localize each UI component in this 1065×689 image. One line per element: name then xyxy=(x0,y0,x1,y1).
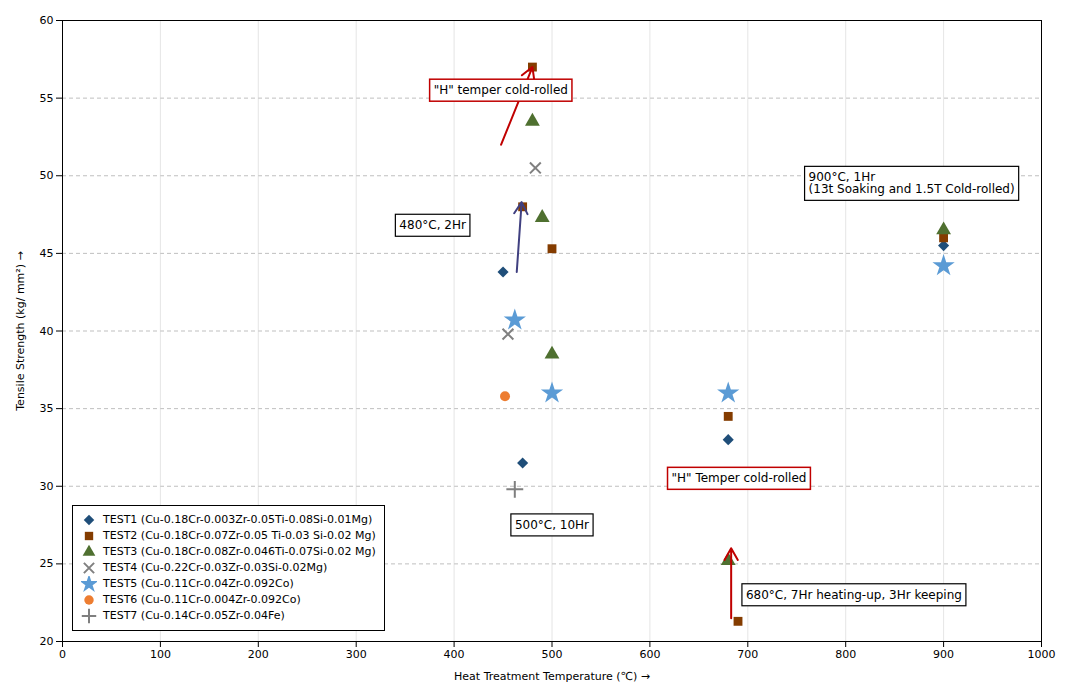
html-text:TEST1 (Cu-0.18Cr-0.003Zr-0.05T: TEST1 (Cu-0.18Cr-0.003Zr-0.05Ti-0.08Si-0… xyxy=(103,513,373,526)
html-text:TEST6 (Cu-0.11Cr-0.004Zr-0.092: TEST6 (Cu-0.11Cr-0.004Zr-0.092Co) xyxy=(103,593,301,606)
svg-text:45: 45 xyxy=(40,247,54,260)
svg-text:900: 900 xyxy=(933,648,954,661)
html-text:TEST2 (Cu-0.18Cr-0.07Zr-0.05 T: TEST2 (Cu-0.18Cr-0.07Zr-0.05 Ti-0.03 Si-… xyxy=(103,529,376,542)
html-text:TEST3 (Cu-0.18Cr-0.08Zr-0.046T: TEST3 (Cu-0.18Cr-0.08Zr-0.046Ti-0.07Si-0… xyxy=(103,545,376,558)
html-text:TEST5 (Cu-0.11Cr-0.04Zr-0.092C: TEST5 (Cu-0.11Cr-0.04Zr-0.092Co) xyxy=(103,577,294,590)
svg-text:200: 200 xyxy=(248,648,269,661)
svg-text:"H" temper cold-rolled: "H" temper cold-rolled xyxy=(434,83,568,97)
svg-text:60: 60 xyxy=(40,14,54,27)
svg-text:900°C, 1Hr(13t Soaking and 1.5: 900°C, 1Hr(13t Soaking and 1.5T Cold-rol… xyxy=(809,170,1015,196)
svg-text:480°C, 2Hr: 480°C, 2Hr xyxy=(399,218,466,232)
svg-text:500: 500 xyxy=(542,648,563,661)
svg-text:800: 800 xyxy=(835,648,856,661)
svg-text:50: 50 xyxy=(40,169,54,182)
html-text:TEST7 (Cu-0.14Cr-0.05Zr-0.04Fe: TEST7 (Cu-0.14Cr-0.05Zr-0.04Fe) xyxy=(103,609,285,622)
svg-text:0: 0 xyxy=(59,648,66,661)
svg-text:1000: 1000 xyxy=(1028,648,1056,661)
svg-text:700: 700 xyxy=(737,648,758,661)
svg-text:30: 30 xyxy=(40,480,54,493)
svg-text:Tensile Strength (kg/ mm²) →: Tensile Strength (kg/ mm²) → xyxy=(14,251,27,411)
svg-text:680°C, 7Hr heating-up, 3Hr kee: 680°C, 7Hr heating-up, 3Hr keeping xyxy=(746,588,962,602)
svg-text:55: 55 xyxy=(40,92,54,105)
svg-text:300: 300 xyxy=(346,648,367,661)
svg-text:"H" Temper cold-rolled: "H" Temper cold-rolled xyxy=(672,471,807,485)
svg-text:600: 600 xyxy=(639,648,660,661)
svg-text:Heat Treatment Temperature (℃): Heat Treatment Temperature (℃) → xyxy=(454,670,650,683)
svg-text:500°C, 10Hr: 500°C, 10Hr xyxy=(515,518,589,532)
svg-text:25: 25 xyxy=(40,557,54,570)
svg-text:40: 40 xyxy=(40,325,54,338)
svg-text:20: 20 xyxy=(40,635,54,648)
svg-text:100: 100 xyxy=(150,648,171,661)
svg-text:400: 400 xyxy=(444,648,465,661)
svg-text:35: 35 xyxy=(40,402,54,415)
html-text:TEST4 (Cu-0.22Cr-0.03Zr-0.03Si: TEST4 (Cu-0.22Cr-0.03Zr-0.03Si-0.02Mg) xyxy=(103,561,328,574)
